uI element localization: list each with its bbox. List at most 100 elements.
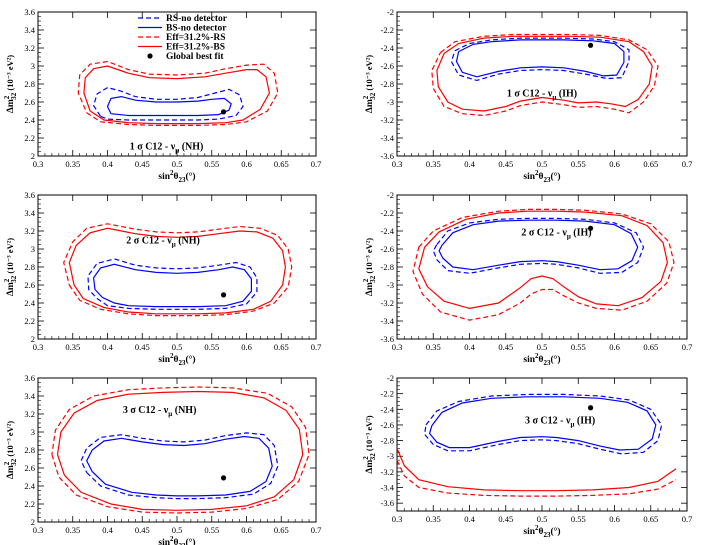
panel-2: 0.3 0.35 0.4 0.45 0.5 0.55 0.6 0.65 0.7 -3.6 -3.4 -… (362, 7, 692, 184)
x-axis-label: sin2θ23(°) (523, 352, 560, 367)
plot-frame (37, 194, 317, 340)
y-tick-label: -3.2 (381, 467, 394, 477)
y-tick-label: -3.2 (381, 115, 394, 125)
y-tick-label: 3.2 (24, 226, 35, 236)
y-axis-label: Δm232 (10⁻³ eV²) (3, 421, 18, 479)
y-tick-label: -3.6 (381, 151, 394, 161)
y-tick-label: -3 (387, 451, 394, 461)
legend-marker-dot (147, 53, 153, 59)
best-fit-point (220, 109, 227, 115)
x-tick-label: 0.5 (172, 159, 183, 169)
x-tick-label: 0.5 (537, 342, 548, 352)
contour-blue-solid (428, 396, 657, 451)
x-tick-label: 0.3 (33, 342, 44, 352)
contour-blue-solid (92, 263, 252, 308)
contour-red-dashed (431, 33, 659, 117)
legend-entry-label: BS-no detector (166, 24, 227, 34)
contour-blue-dashed (80, 432, 279, 500)
x-tick-label: 0.45 (135, 525, 150, 535)
contour-red-dashed (51, 386, 310, 514)
x-axis-label: sin2θ23(°) (158, 535, 195, 545)
panel-5: 0.3 0.35 0.4 0.45 0.5 0.55 0.6 0.65 0.7 2 2.2 2.4 2.… (3, 373, 321, 545)
y-tick-label: 3.6 (24, 190, 35, 200)
y-tick-label: 2.6 (24, 463, 35, 473)
x-axis-label: sin2θ23(°) (523, 169, 560, 184)
x-axis-label: sin2θ23(°) (158, 169, 195, 184)
x-tick-label: 0.4 (464, 159, 475, 169)
y-tick-label: -3.2 (381, 298, 394, 308)
legend-entry-label: Eff=31.2%-RS (166, 33, 226, 43)
plot-frame (396, 11, 688, 157)
x-tick-label: 0.6 (609, 159, 620, 169)
y-tick-label: 3 (31, 61, 35, 71)
x-axis-label: sin2θ23(°) (523, 524, 560, 539)
panel-4: 0.3 0.35 0.4 0.45 0.5 0.55 0.6 0.65 0.7 -3.6 -3.4 -… (362, 190, 692, 367)
contour-blue-solid (106, 95, 232, 117)
x-tick-label: 0.3 (33, 525, 44, 535)
x-tick-label: 0.55 (571, 159, 586, 169)
y-tick-label: -2.4 (381, 226, 395, 236)
y-tick-label: 2 (31, 517, 35, 527)
x-tick-label: 0.4 (464, 514, 475, 524)
x-tick-label: 0.45 (498, 159, 513, 169)
x-tick-label: 0.55 (571, 342, 586, 352)
y-tick-label: 3.6 (24, 7, 35, 17)
y-tick-label: -2 (387, 7, 394, 17)
contour-blue-solid (455, 39, 625, 78)
y-tick-label: 2 (31, 334, 35, 344)
x-tick-label: 0.65 (274, 159, 289, 169)
x-tick-label: 0.6 (241, 342, 252, 352)
y-tick-label: -2.4 (381, 404, 395, 414)
x-tick-label: 0.55 (204, 159, 219, 169)
y-tick-label: 2.8 (24, 262, 35, 272)
contour-red-solid (68, 227, 287, 315)
y-tick-label: 2.6 (24, 280, 35, 290)
y-tick-label: 2 (31, 151, 35, 161)
x-tick-label: 0.35 (65, 159, 80, 169)
y-tick-label: 2.6 (24, 97, 35, 107)
legend-entry-label: RS-no detector (166, 14, 228, 24)
best-fit-point (220, 292, 227, 298)
y-tick-label: -3.4 (381, 316, 395, 326)
legend-entry-label: Eff=31.2%-BS (166, 43, 225, 53)
y-tick-label: 2.4 (24, 115, 35, 125)
x-tick-label: 0.3 (33, 159, 44, 169)
contour-blue-solid (438, 219, 639, 271)
x-tick-label: 0.55 (571, 514, 586, 524)
x-tick-label: 0.5 (172, 342, 183, 352)
x-tick-label: 0.65 (274, 525, 289, 535)
y-tick-label: 3.2 (24, 409, 35, 419)
y-tick-label: -2.2 (381, 25, 394, 35)
best-fit-point (587, 405, 594, 411)
y-tick-label: -2.8 (381, 262, 394, 272)
contour-red-solid (436, 35, 653, 112)
y-tick-label: -3 (387, 280, 394, 290)
panel-label: 2 σ C12 - νμ (IH) (521, 228, 591, 241)
x-tick-label: 0.7 (311, 342, 322, 352)
contour-blue-dashed (92, 86, 244, 121)
contour-blue-solid (86, 435, 273, 497)
x-tick-label: 0.35 (65, 342, 80, 352)
y-tick-label: 2.2 (24, 499, 35, 509)
x-tick-label: 0.55 (204, 525, 219, 535)
y-tick-label: -2.4 (381, 43, 395, 53)
x-tick-label: 0.3 (392, 342, 403, 352)
x-tick-label: 0.3 (392, 159, 403, 169)
x-tick-label: 0.5 (172, 525, 183, 535)
contour-red-solid (396, 448, 677, 492)
y-tick-label: 2.2 (24, 316, 35, 326)
y-tick-label: -2 (387, 190, 394, 200)
x-tick-label: 0.4 (464, 342, 475, 352)
x-tick-label: 0.45 (135, 342, 150, 352)
y-tick-label: 3.4 (24, 208, 35, 218)
best-fit-point (587, 42, 594, 48)
y-tick-label: -3.4 (381, 483, 395, 493)
contour-red-solid (83, 65, 271, 125)
y-tick-label: -2.6 (381, 244, 394, 254)
best-fit-point (220, 475, 227, 481)
x-tick-label: 0.6 (609, 514, 620, 524)
y-tick-label: -3.6 (381, 498, 394, 508)
x-tick-label: 0.4 (102, 342, 113, 352)
x-tick-label: 0.35 (426, 342, 441, 352)
